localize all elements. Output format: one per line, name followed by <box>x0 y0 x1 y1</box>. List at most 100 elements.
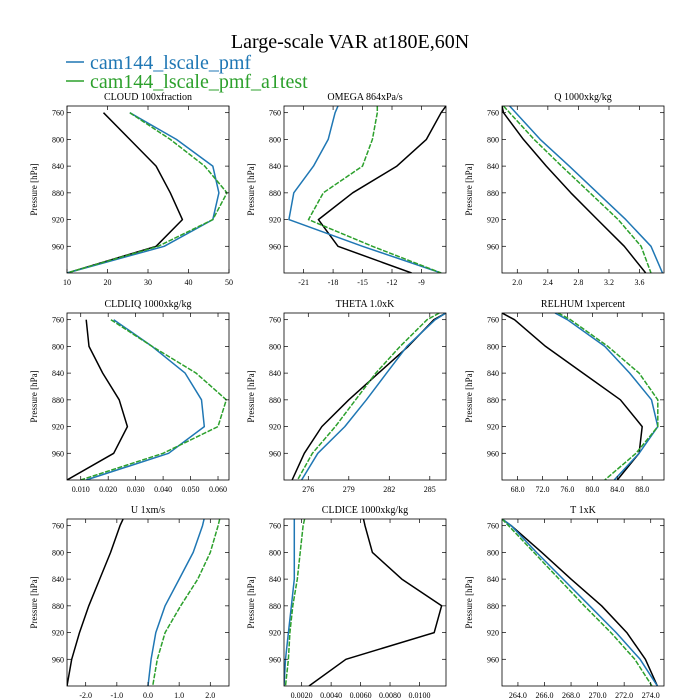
series-line-1 <box>67 112 184 273</box>
x-tick-label: 0.0040 <box>320 691 342 700</box>
x-tick-label: 2.0 <box>205 691 215 700</box>
y-tick-label: 880 <box>52 189 64 198</box>
series-line-3 <box>502 106 652 273</box>
panel-frame <box>501 518 665 687</box>
legend-label-2: cam144_lscale_pmf_a1test <box>90 71 308 93</box>
x-tick-label: 3.2 <box>604 278 614 287</box>
x-tick-label: 50 <box>225 278 233 287</box>
y-tick-label: 920 <box>487 423 499 432</box>
x-tick-label: 0.0080 <box>379 691 401 700</box>
y-tick-label: 960 <box>52 449 64 458</box>
x-tick-label: -9 <box>418 278 425 287</box>
y-tick-label: 840 <box>52 162 64 171</box>
x-tick-label: 0.0100 <box>408 691 430 700</box>
x-tick-label: 80.0 <box>585 485 599 494</box>
x-tick-label: -1.0 <box>111 691 124 700</box>
y-axis-label: Pressure [hPa] <box>29 163 39 215</box>
panel-title: T 1xK <box>570 505 596 516</box>
y-tick-label: 960 <box>269 655 281 664</box>
y-axis-label: Pressure [hPa] <box>29 370 39 422</box>
x-tick-label: 276 <box>302 485 314 494</box>
series-line-2 <box>502 519 659 686</box>
y-tick-label: 760 <box>52 522 64 531</box>
x-tick-label: -18 <box>328 278 339 287</box>
series-line-1 <box>502 313 643 480</box>
series-line-1 <box>308 519 443 686</box>
x-tick-label: -15 <box>357 278 368 287</box>
panel-title: Q 1000xkg/kg <box>554 92 612 103</box>
figure-title: Large-scale VAR at180E,60N <box>231 31 469 53</box>
y-tick-label: 880 <box>487 602 499 611</box>
y-axis-label: Pressure [hPa] <box>464 576 474 628</box>
series-line-3 <box>80 319 228 480</box>
x-tick-label: 10 <box>63 278 71 287</box>
y-tick-label: 840 <box>269 575 281 584</box>
y-tick-label: 760 <box>269 316 281 325</box>
y-tick-label: 800 <box>52 135 64 144</box>
series-line-2 <box>509 106 664 273</box>
x-tick-label: 72.0 <box>536 485 550 494</box>
panel-frame <box>283 518 447 687</box>
x-tick-label: 0.010 <box>72 485 90 494</box>
y-tick-label: 880 <box>487 396 499 405</box>
series-line-3 <box>296 313 440 480</box>
y-tick-label: 880 <box>269 396 281 405</box>
y-tick-label: 960 <box>487 655 499 664</box>
x-tick-label: 0.0 <box>143 691 153 700</box>
y-tick-label: 920 <box>52 216 64 225</box>
x-tick-label: 30 <box>144 278 152 287</box>
y-tick-label: 840 <box>487 575 499 584</box>
y-tick-label: 840 <box>52 369 64 378</box>
x-tick-label: 282 <box>383 485 395 494</box>
x-tick-label: 2.8 <box>573 278 583 287</box>
y-tick-label: 920 <box>269 423 281 432</box>
panel-1: CLOUD 100xfraction 760 800 840 880 920 960 10 20… <box>29 92 233 287</box>
y-tick-label: 880 <box>269 189 281 198</box>
x-tick-label: -12 <box>387 278 398 287</box>
series-line-1 <box>67 519 124 686</box>
y-tick-label: 960 <box>487 242 499 251</box>
y-tick-label: 960 <box>487 449 499 458</box>
panel-grid: CLOUD 100xfraction 760 800 840 880 920 960 10 20… <box>29 92 665 700</box>
x-tick-label: 76.0 <box>560 485 574 494</box>
panel-5: THETA 1.0xK 760 800 840 880 920 960 276 279 282 28… <box>246 299 447 494</box>
panel-2: OMEGA 864xPa/s 760 800 840 880 920 960 -21 -18 -1… <box>246 92 447 287</box>
panel-series-group <box>502 313 659 480</box>
x-tick-label: 40 <box>185 278 193 287</box>
y-tick-label: 840 <box>487 162 499 171</box>
x-tick-label: 68.0 <box>511 485 525 494</box>
panel-8: CLDICE 1000xkg/kg 760 800 840 880 920 960 0.002… <box>246 505 447 700</box>
panel-series-group <box>288 106 446 273</box>
panel-title: OMEGA 864xPa/s <box>327 92 402 103</box>
panel-frame <box>501 312 665 481</box>
panel-series-group <box>291 313 446 480</box>
x-tick-label: 1.0 <box>174 691 184 700</box>
series-line-2 <box>288 106 442 273</box>
panel-frame <box>66 518 230 687</box>
y-tick-label: 920 <box>52 423 64 432</box>
x-tick-label: 0.060 <box>209 485 227 494</box>
panel-title: CLDICE 1000xkg/kg <box>322 505 408 516</box>
y-axis-label: Pressure [hPa] <box>464 370 474 422</box>
x-tick-label: 279 <box>343 485 355 494</box>
y-tick-label: 840 <box>487 369 499 378</box>
series-line-1 <box>317 106 446 273</box>
y-tick-label: 760 <box>487 316 499 325</box>
series-line-3 <box>67 112 228 273</box>
y-tick-label: 880 <box>269 602 281 611</box>
y-tick-label: 800 <box>487 135 499 144</box>
y-tick-label: 760 <box>487 522 499 531</box>
y-tick-label: 960 <box>269 449 281 458</box>
panel-title: U 1xm/s <box>131 505 165 516</box>
x-tick-label: 274.0 <box>642 691 660 700</box>
y-axis-label: Pressure [hPa] <box>464 163 474 215</box>
series-line-3 <box>284 519 306 686</box>
series-line-2 <box>554 313 659 480</box>
series-line-3 <box>307 106 442 273</box>
panel-series-group <box>284 519 443 686</box>
panel-frame <box>283 312 447 481</box>
y-tick-label: 800 <box>269 135 281 144</box>
legend-label-1: cam144_lscale_pmf <box>90 52 251 74</box>
x-tick-label: 285 <box>424 485 436 494</box>
